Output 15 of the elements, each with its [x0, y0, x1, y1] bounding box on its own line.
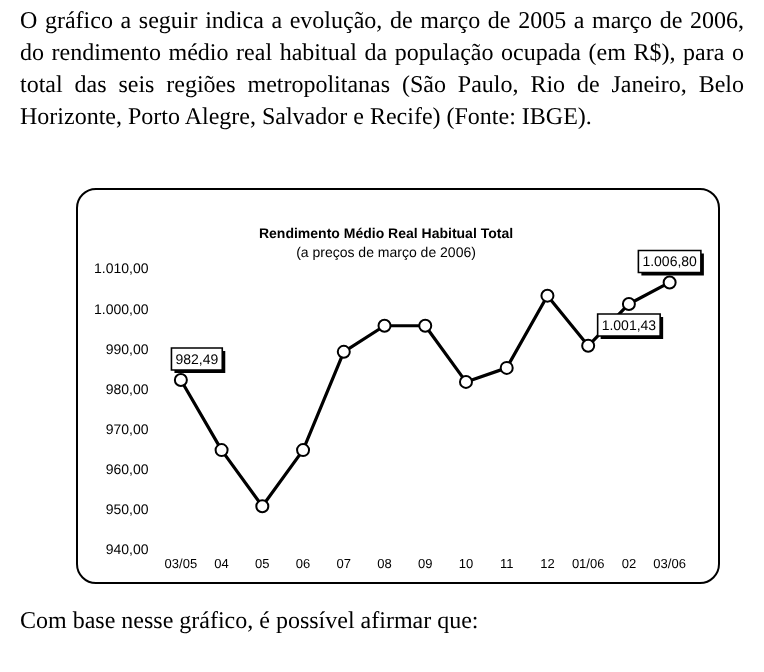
point [581, 338, 596, 353]
point [499, 360, 514, 375]
point [336, 344, 351, 359]
point [458, 374, 473, 389]
text: Com base nesse gráfico, é possível afirmar que: [20, 604, 481, 636]
point [418, 318, 433, 333]
point [214, 443, 229, 458]
point [173, 372, 188, 387]
point [377, 318, 392, 333]
point [662, 275, 677, 290]
point [621, 296, 636, 311]
text: O gráfico a seguir indica a evolução, de março de 2005 a março de 2006, do rendimento médio real habitual da população ocupada (em R$), para o total das seis regiões metropolitanas (São Paulo, Rio de Janeiro, Belo Horizonte, Porto Alegre, Salvador e Recife) (Fonte: IBGE). [20, 4, 744, 132]
point [296, 443, 311, 458]
point [255, 499, 270, 514]
point [540, 288, 555, 303]
